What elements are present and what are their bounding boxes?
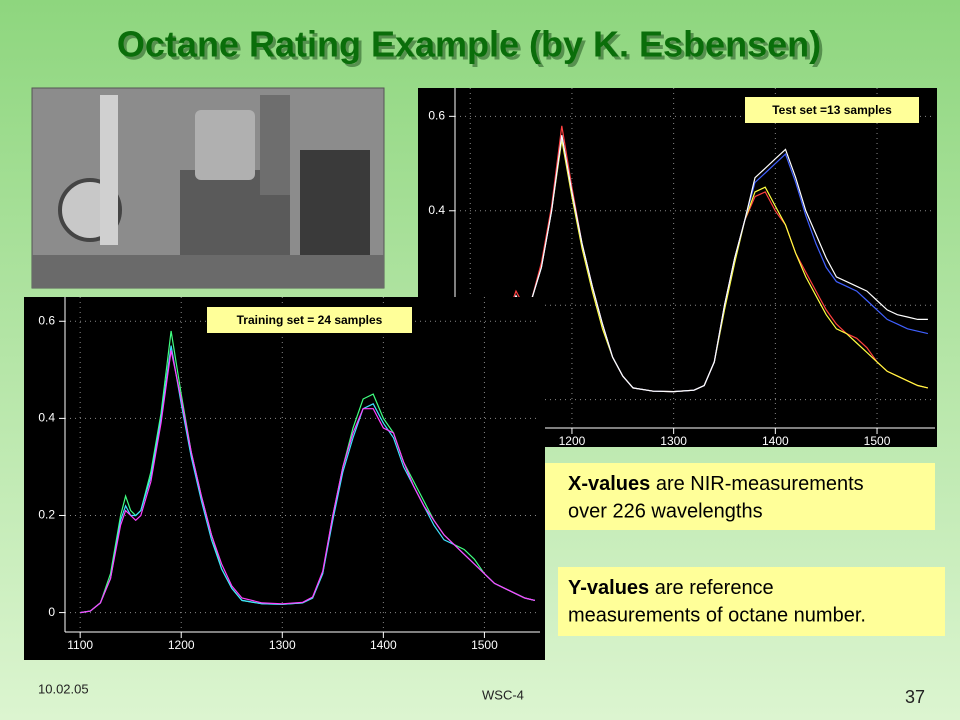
spectrum-line <box>80 350 536 614</box>
y-box-line: Y-values are reference <box>568 577 774 599</box>
x-tick-label: 1400 <box>762 434 789 448</box>
annotation-box <box>745 97 919 123</box>
x-tick-label: 1400 <box>370 638 397 652</box>
page-number: 37 <box>905 687 925 707</box>
x-box <box>545 463 935 530</box>
chart: 00.20.40.611001200130014001500Test set =… <box>418 88 937 448</box>
photo <box>31 87 385 289</box>
chart: 0 0.2 0.4 0.6 1100 1200 1300 1400 1500 Training s… <box>24 297 545 660</box>
x-tick-label: 1300 <box>660 434 687 448</box>
y-tick-label: 0.6 <box>38 313 55 327</box>
x-tick-label: 1300 <box>269 638 296 652</box>
x-tick-label: 1500 <box>471 638 498 652</box>
x-box-text: are NIR-measurements <box>650 473 863 495</box>
y-box-line2: measurements of octane number. <box>568 604 866 626</box>
annotation-box <box>207 307 412 333</box>
y-box-text: are reference <box>649 577 774 599</box>
x-box-line: X-values are NIR-measurements <box>568 473 864 495</box>
x-box-bold: X-values <box>568 473 650 495</box>
annotation: Test set =13 samples <box>772 103 892 117</box>
charts: 0 0.2 0.4 0.6 1100 1200 1300 1400 1500 Test set =… <box>24 88 937 660</box>
x-tick-label: 1200 <box>168 638 195 652</box>
title: Octane Rating Example (by K. Esbensen) <box>117 24 821 65</box>
y-tick-label: 0.6 <box>428 109 445 123</box>
y-box <box>558 567 945 636</box>
y-tick-label: 0 <box>48 605 55 619</box>
x-tick-label: 1200 <box>559 434 586 448</box>
date: 10.02.05 <box>38 681 89 696</box>
chart-panel <box>24 297 545 660</box>
x-tick-label: 1100 <box>67 638 93 652</box>
y-box-bold: Y-values <box>568 577 649 599</box>
y-tick-label: 0.2 <box>38 508 55 522</box>
x-box-line2: over 226 wavelengths <box>568 500 763 522</box>
y-tick-label: 0.4 <box>428 203 445 217</box>
annotation: Training set = 24 samples <box>237 313 383 327</box>
title-shadow: Octane Rating Example (by K. Esbensen) <box>120 27 824 68</box>
y-tick-label: 0.4 <box>38 411 55 425</box>
x-tick-label: 1500 <box>864 434 891 448</box>
footer: WSC-4 <box>482 687 524 702</box>
